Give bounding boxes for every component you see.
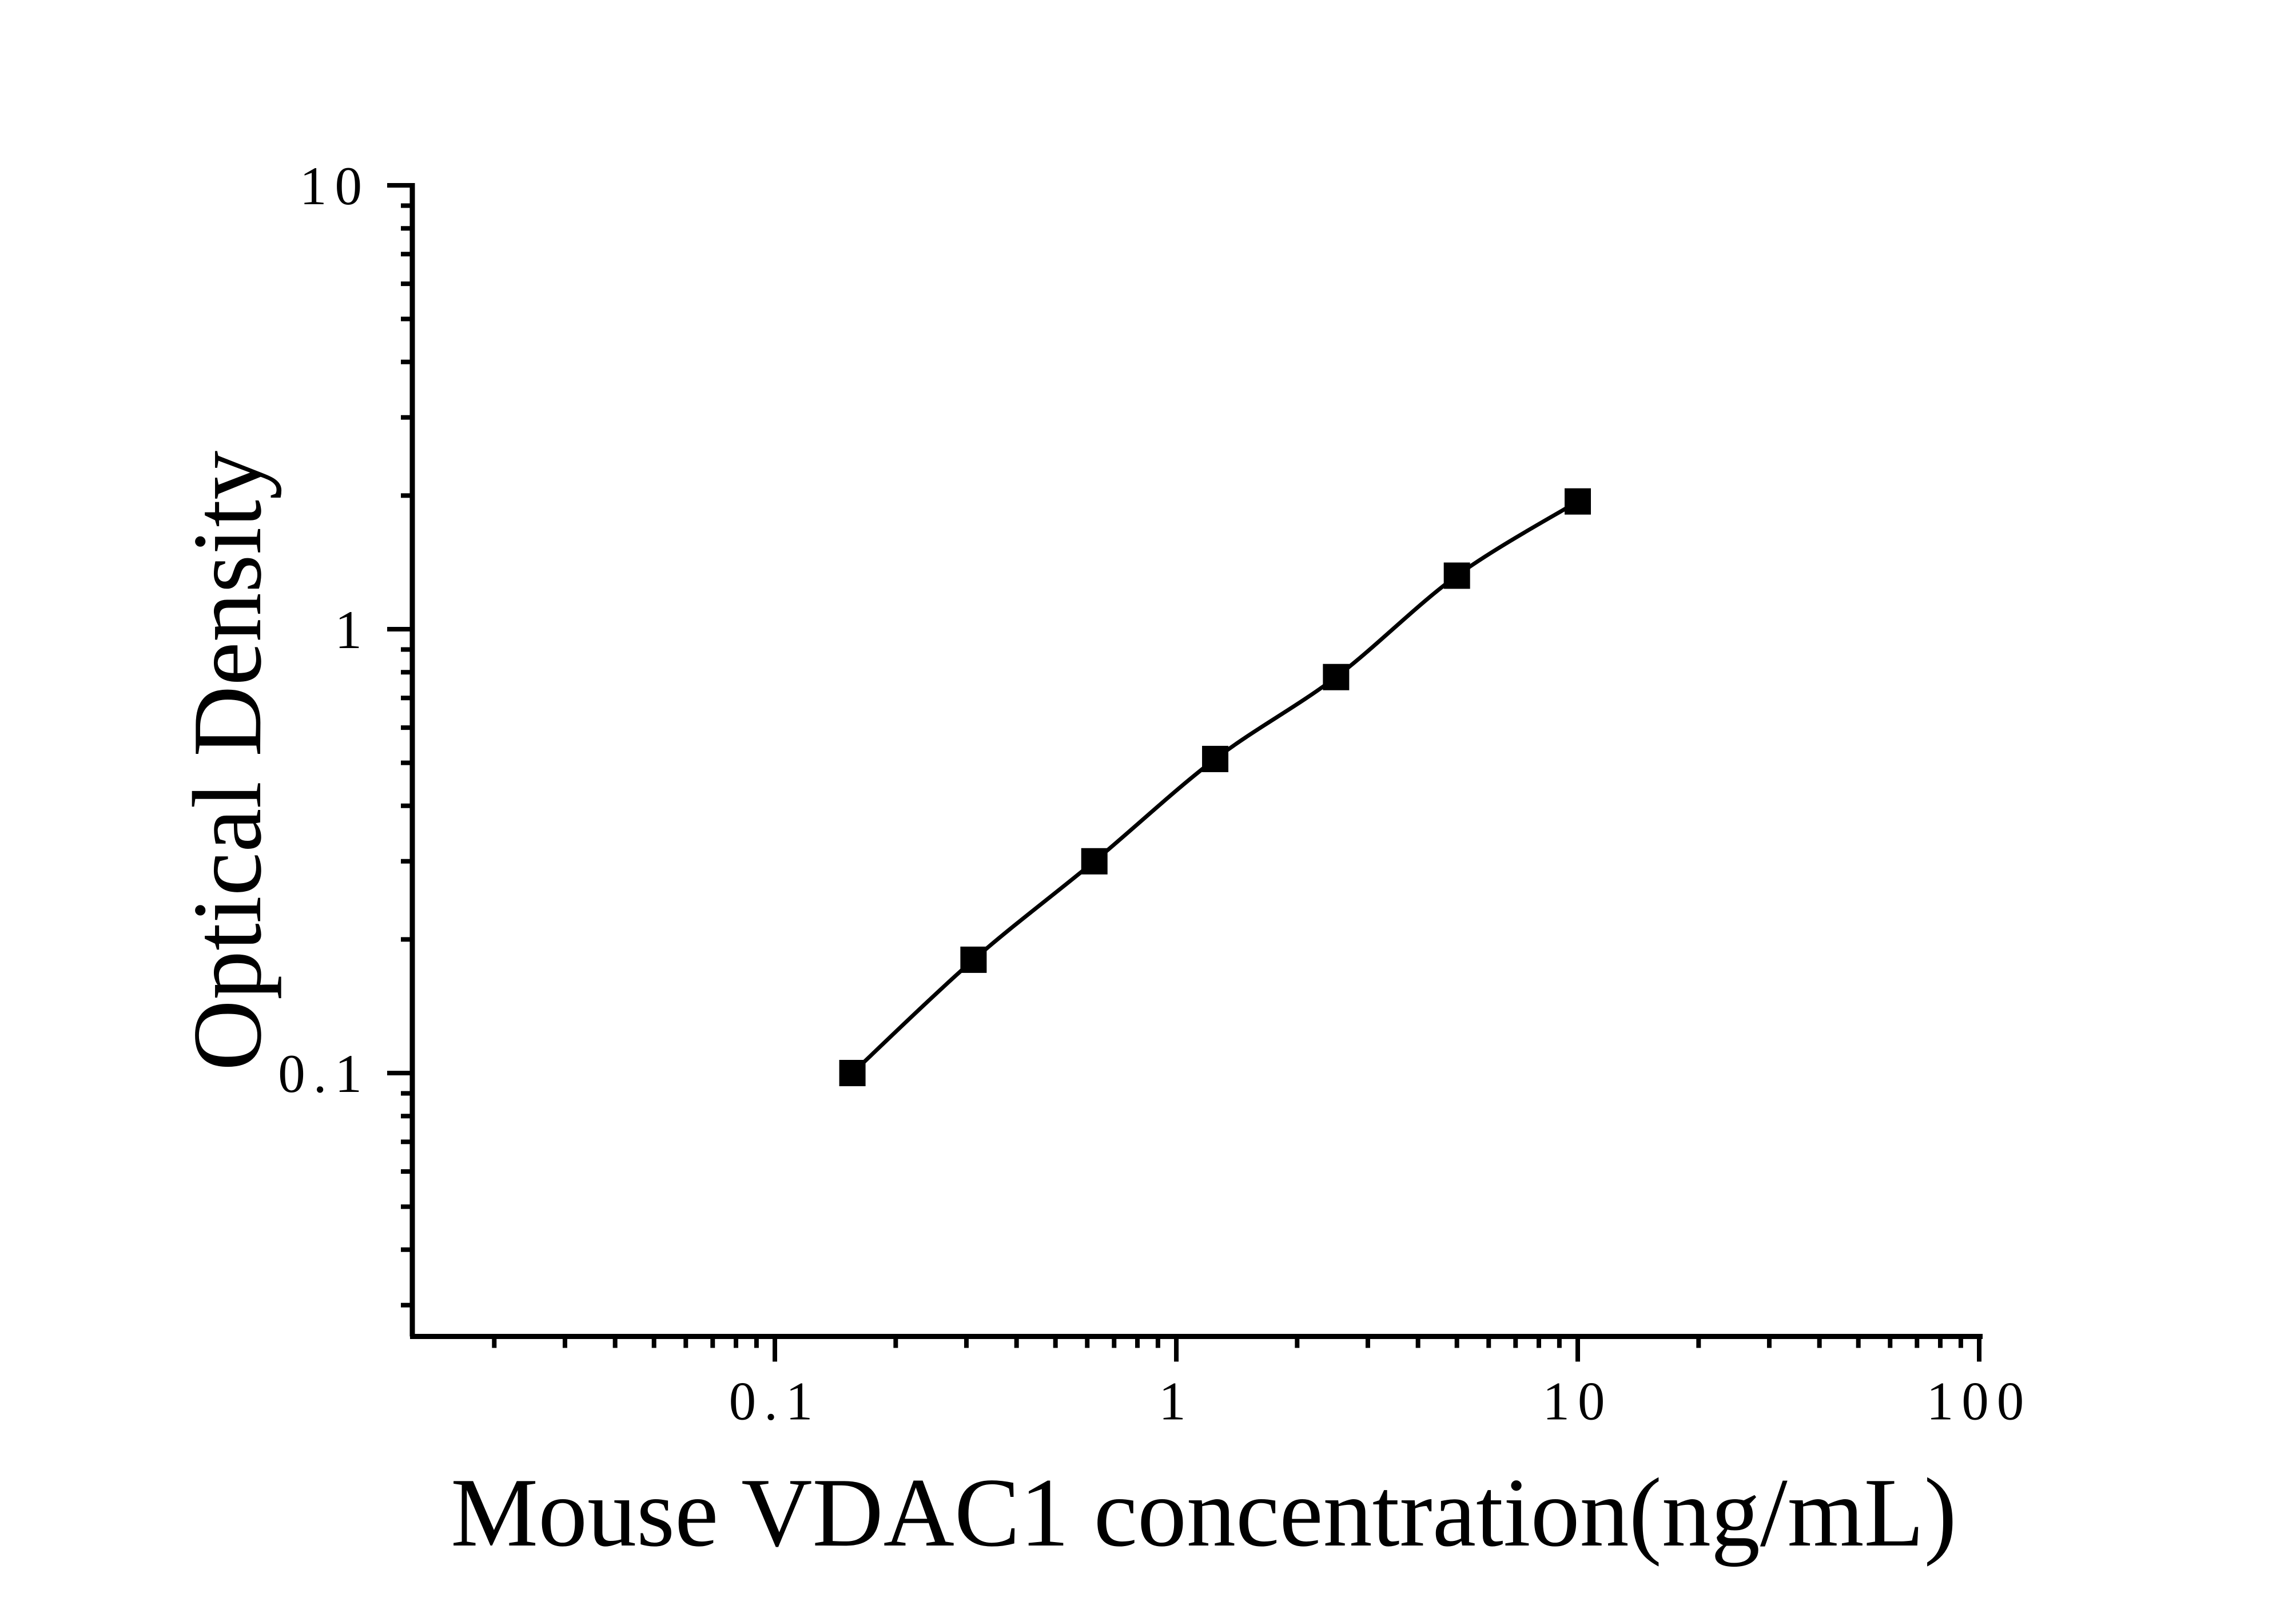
x-tick-label: 100 [1927, 1371, 2032, 1432]
x-axis-title: Mouse VDAC1 concentration(ng/mL) [451, 1459, 1957, 1567]
data-point-square-marker [960, 946, 987, 973]
x-tick-label: 10 [1543, 1371, 1613, 1432]
y-tick-label: 10 [300, 156, 370, 216]
data-point-square-marker [1202, 745, 1229, 772]
data-point-square-marker [1323, 664, 1350, 690]
data-point-square-marker [1565, 488, 1591, 515]
tick-labels: 0.1 1 10 100 0.1 1 10 [278, 156, 2032, 1432]
y-axis-title: Optical Density [173, 451, 282, 1071]
y-tick-label: 1 [335, 599, 371, 660]
data-series [839, 488, 1591, 1086]
data-point-square-marker [1443, 562, 1470, 589]
data-point-square-marker [1081, 848, 1108, 875]
x-tick-label: 0.1 [729, 1371, 821, 1432]
data-point-square-marker [839, 1060, 866, 1086]
y-tick-label: 0.1 [278, 1043, 370, 1104]
axes [387, 183, 1983, 1362]
x-tick-label: 1 [1159, 1371, 1194, 1432]
